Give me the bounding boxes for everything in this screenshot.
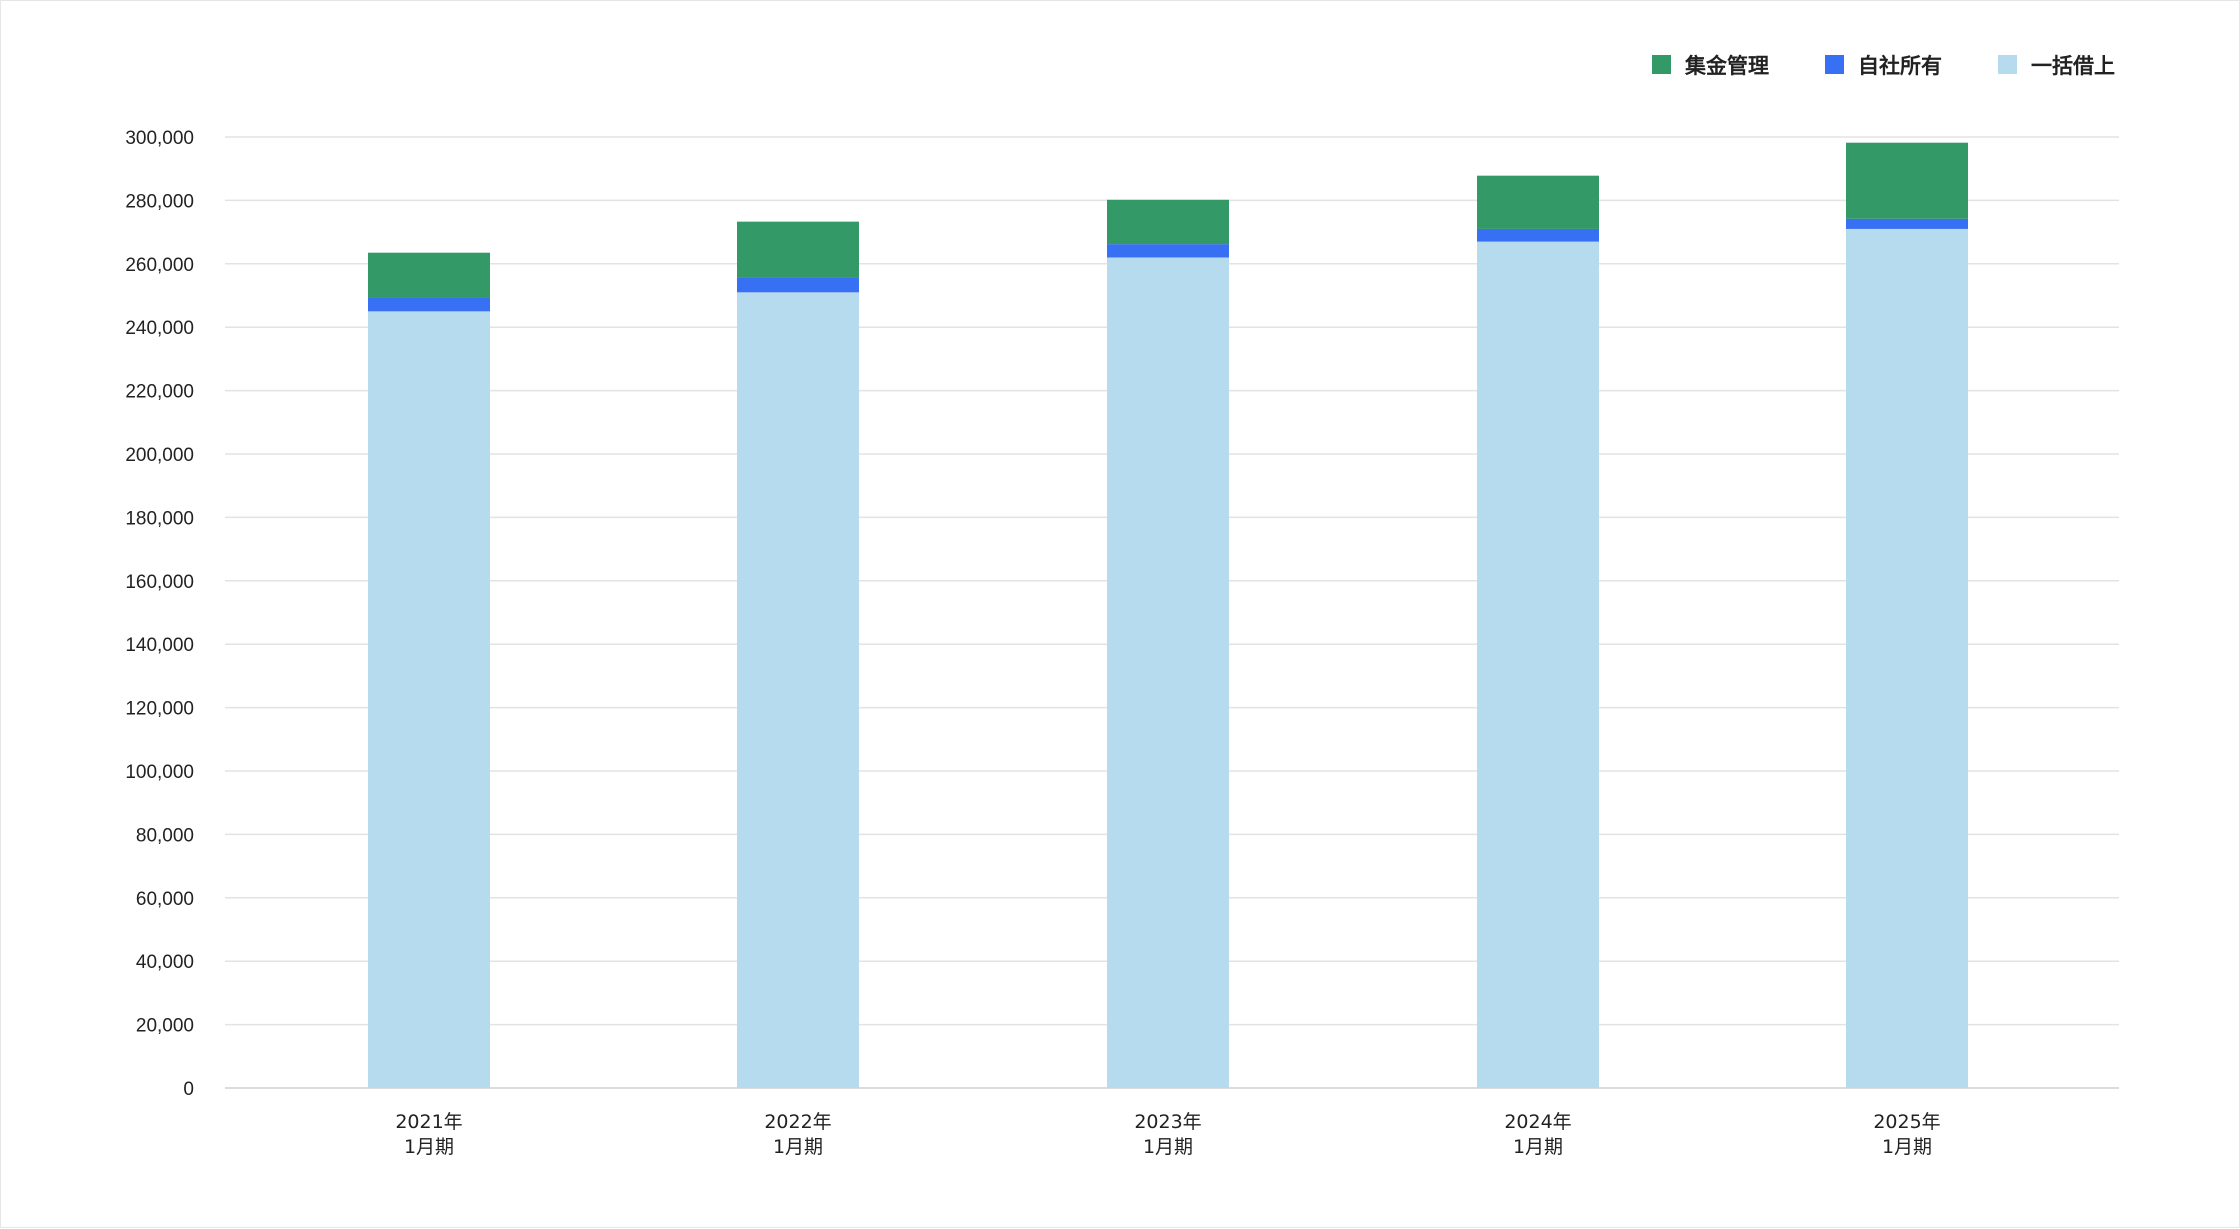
x-tick-label: 2022年 [764,1111,831,1133]
x-tick-label: 2021年 [395,1111,462,1133]
legend-label: 自社所有 [1858,54,1942,78]
y-tick-label: 20,000 [136,1016,194,1037]
bar-segment [737,221,859,278]
y-tick-label: 200,000 [125,445,194,466]
x-tick-label: 2024年 [1504,1111,1571,1133]
x-tick-label: 1月期 [1513,1136,1563,1158]
legend-swatch [1825,55,1844,74]
y-tick-label: 0 [183,1079,194,1100]
bar-segment [1477,228,1599,242]
bar-segment [1846,142,1968,219]
bars [368,142,1968,1089]
axes: 0 20,000 40,000 60,000 80,000 100,000 120,000 1… [125,128,1940,1158]
bar-segment [368,297,490,312]
bar-segment [1107,257,1229,1089]
y-tick-label: 300,000 [125,128,194,149]
bar-segment [368,311,490,1089]
y-tick-label: 100,000 [125,762,194,783]
legend-label: 集金管理 [1684,54,1769,78]
x-tick-label: 2025年 [1873,1111,1940,1133]
legend-swatch [1652,55,1671,74]
x-tick-label: 2023年 [1134,1111,1201,1133]
legend-label: 一括借上 [2031,54,2115,78]
y-tick-label: 120,000 [125,699,194,720]
x-tick-label: 1月期 [1882,1136,1932,1158]
legend: 集金管理 自社所有 一括借上 [1652,54,2115,78]
y-tick-label: 240,000 [125,318,194,339]
y-tick-label: 40,000 [136,952,194,973]
x-tick-label: 1月期 [773,1136,823,1158]
y-tick-label: 140,000 [125,635,194,656]
x-tick-label: 1月期 [404,1136,454,1158]
y-tick-label: 160,000 [125,572,194,593]
x-tick-label: 1月期 [1143,1136,1193,1158]
bar-segment [1846,218,1968,229]
y-tick-label: 80,000 [136,825,194,846]
y-tick-label: 60,000 [136,889,194,910]
bar-segment [1846,228,1968,1088]
bar-segment [1107,199,1229,245]
bar-segment [368,252,490,298]
bar-segment [737,292,859,1089]
bar-segment [1477,241,1599,1089]
legend-swatch [1998,55,2017,74]
bar-segment [737,277,859,293]
bar-segment [1477,175,1599,229]
y-tick-label: 280,000 [125,191,194,212]
y-tick-label: 260,000 [125,255,194,276]
y-tick-label: 180,000 [125,508,194,529]
bar-segment [1107,244,1229,258]
y-tick-label: 220,000 [125,382,194,403]
